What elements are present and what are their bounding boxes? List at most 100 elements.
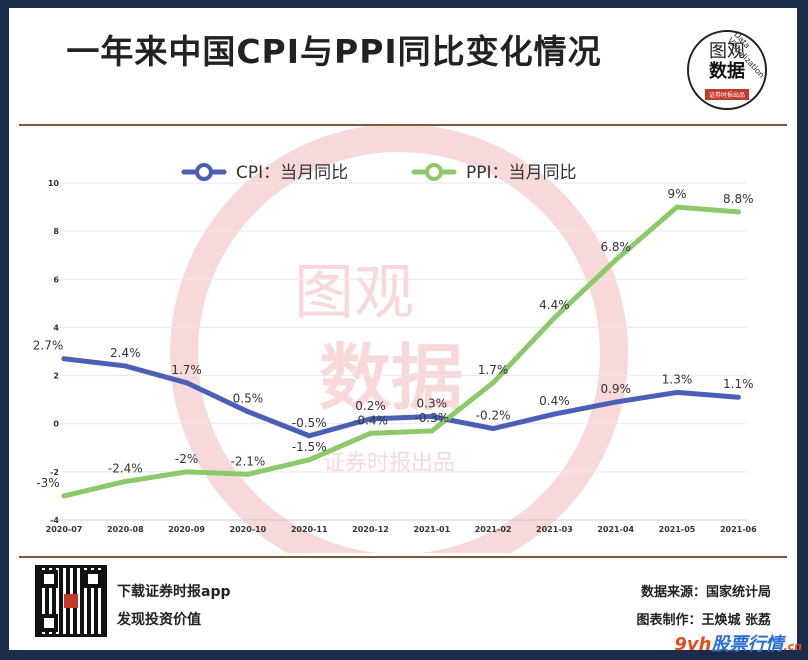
series-line-cpi [61, 356, 741, 439]
x-tick-label: 2021-06 [720, 525, 757, 534]
data-point [368, 416, 373, 422]
data-label: -0.3% [414, 411, 449, 425]
data-point [306, 433, 312, 439]
data-label: -0.5% [292, 416, 327, 430]
data-label: 2.4% [110, 346, 141, 360]
site-brand: 9vh股票行情.cn [674, 630, 802, 656]
x-tick-label: 2021-02 [475, 525, 512, 534]
data-label: -2.4% [108, 461, 143, 475]
watermark-line2: 数据 [319, 336, 463, 420]
data-label: 0.2% [355, 399, 386, 413]
x-tick-label: 2021-04 [597, 525, 634, 534]
data-label: 6.8% [600, 240, 631, 254]
data-point [184, 380, 190, 386]
y-tick-label: 6 [53, 275, 59, 284]
chart-makers: 图表制作：王焕城 张荔 [636, 613, 771, 628]
data-label: 0.5% [233, 392, 264, 406]
legend-label-ppi: PPI：当月同比 [466, 163, 577, 183]
y-tick-label: 4 [53, 323, 59, 332]
data-label: -0.2% [476, 409, 511, 423]
data-point [306, 457, 312, 463]
data-point [184, 469, 190, 475]
data-point [551, 315, 557, 321]
data-label: 2.7% [33, 339, 64, 353]
data-label: 0.9% [600, 382, 631, 396]
legend-marker-ppi [425, 163, 443, 181]
app-slogan: 发现投资价值 [117, 612, 201, 628]
data-source: 数据来源：国家统计局 [640, 585, 771, 600]
series-line-ppi [61, 204, 741, 499]
data-label: 1.1% [723, 377, 754, 391]
legend: CPI：当月同比 PPI：当月同比 [181, 163, 577, 183]
data-labels: 2.7% 2.4% 1.7% 0.5% -0.5% 0.2% 0.3% -0.2% 0.4% 0.… [33, 187, 754, 490]
y-tick-label: 0 [53, 420, 59, 429]
brand-sub: 股票行情 [711, 634, 784, 655]
watermark-line1: 图观 [294, 258, 414, 328]
data-label: -2.1% [230, 454, 265, 468]
data-point [61, 356, 67, 362]
chart-title: 一年来中国CPI与PPI同比变化情况 [66, 32, 602, 71]
x-tick-label: 2020-08 [107, 525, 144, 534]
data-point [429, 428, 435, 434]
data-point [735, 394, 741, 400]
y-tick-label: -4 [50, 516, 59, 525]
data-point [490, 380, 496, 386]
y-tick-label: -2 [50, 468, 59, 477]
watermark-ring [170, 124, 628, 553]
data-point [429, 413, 435, 419]
data-point [613, 257, 619, 263]
data-point [245, 409, 251, 415]
data-label: -0.4% [353, 413, 388, 427]
data-label: 1.7% [478, 363, 509, 377]
x-axis: 2020-07 2020-08 2020-09 2020-10 2020-11 2020-… [46, 519, 757, 534]
data-point [490, 426, 496, 432]
data-point [122, 478, 128, 484]
legend-marker-cpi [195, 163, 213, 181]
logo-line1: 图观 [709, 41, 745, 62]
y-axis: 10 8 6 4 2 0 -2 -4 [48, 179, 60, 525]
data-point [122, 363, 128, 369]
x-tick-label: 2020-12 [352, 525, 389, 534]
data-label: 8.8% [723, 192, 754, 206]
data-label: 0.4% [539, 394, 570, 408]
x-tick-label: 2020-10 [230, 525, 267, 534]
logo-line2: 数据 [709, 61, 745, 82]
x-tick-label: 2021-03 [536, 525, 573, 534]
series-lines [61, 204, 741, 499]
data-label: 1.7% [171, 363, 202, 377]
header-divider [19, 124, 787, 126]
y-tick-label: 10 [48, 179, 60, 188]
brand-logo: 图观 数据 证券时报出品 [687, 30, 767, 110]
brand-cn: .cn [783, 640, 802, 653]
data-label: 9% [667, 187, 686, 201]
x-tick-label: 2021-05 [659, 525, 696, 534]
data-label: -2% [175, 452, 198, 466]
x-tick-label: 2020-09 [168, 525, 205, 534]
legend-label-cpi: CPI：当月同比 [236, 163, 348, 183]
app-download-text[interactable]: 下载证券时报app [117, 584, 231, 600]
data-label: -1.5% [292, 440, 327, 454]
data-point [368, 430, 373, 436]
data-point [674, 389, 680, 395]
chart-card: 一年来中国CPI与PPI同比变化情况 图观 数据 证券时报出品 Data Vis… [9, 8, 797, 650]
data-point [245, 471, 251, 477]
footer-divider [19, 556, 787, 558]
data-label: 1.3% [662, 372, 693, 386]
data-point [735, 209, 741, 215]
y-tick-label: 8 [53, 227, 59, 236]
x-tick-label: 2021-01 [413, 525, 450, 534]
brand-main: 9vh [674, 634, 712, 655]
x-tick-label: 2020-07 [46, 525, 83, 534]
data-label: 0.3% [417, 396, 448, 410]
x-tick-label: 2020-11 [291, 525, 328, 534]
data-point [674, 204, 680, 210]
data-point [61, 493, 67, 499]
logo-tag: 证券时报出品 [704, 89, 749, 100]
data-label: 4.4% [539, 298, 570, 312]
y-tick-label: 2 [53, 372, 59, 381]
qr-code[interactable] [35, 565, 107, 637]
data-label: -3% [36, 476, 59, 490]
data-point [551, 411, 557, 417]
